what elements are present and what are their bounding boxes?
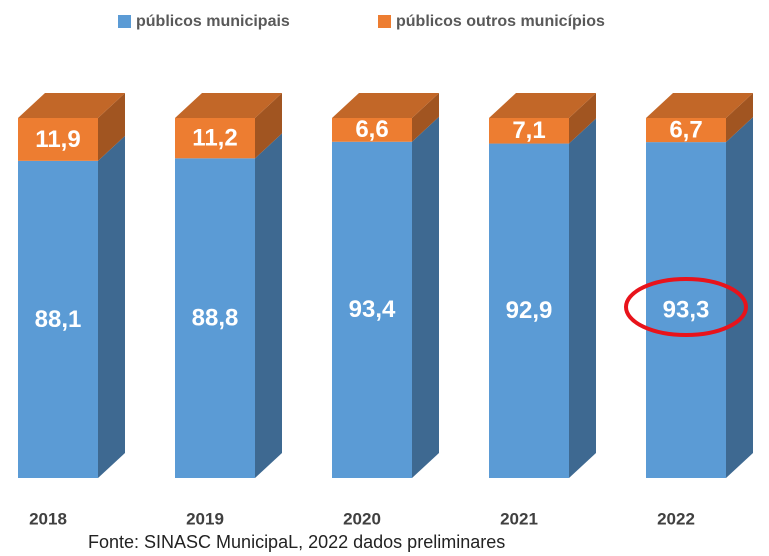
highlight-ellipse [624,277,748,337]
legend-swatch [378,15,391,28]
x-tick-label: 2020 [343,509,381,528]
bar-side [726,93,753,143]
bar-segment [175,158,255,478]
bar-segment [489,143,569,478]
bar-top [18,93,125,118]
bar-side [98,93,125,161]
bar-segment [332,118,412,142]
value-label: 92,9 [506,297,553,324]
bar-top [646,93,753,118]
bar-side [569,93,596,144]
legend-label: públicos municipais [136,13,290,30]
value-label: 93,4 [349,296,396,323]
value-label: 11,2 [192,125,237,152]
bar-side [726,117,753,479]
bar-top [332,93,439,118]
value-label: 7,1 [512,117,545,144]
source-note: Fonte: SINASC MunicipaL, 2022 dados prel… [88,532,505,552]
bar-segment [18,160,98,478]
bar-segment [489,118,569,144]
value-label: 6,7 [669,116,702,143]
bar-segment [646,142,726,478]
bar-top [489,93,596,118]
bar-top [175,93,282,118]
x-tick-label: 2018 [29,509,67,528]
bar-segment [18,118,98,161]
bar-side [98,135,125,478]
bar-side [569,118,596,478]
x-tick-label: 2022 [657,509,695,528]
bar-segment [646,118,726,143]
bar-segment [175,118,255,159]
x-tick-label: 2021 [500,509,538,528]
bar-segment [332,141,412,478]
bar-side [412,93,439,142]
value-label: 6,6 [355,116,388,143]
legend-swatch [118,15,131,28]
value-label: 93,3 [663,296,710,323]
bar-side [412,116,439,478]
bar-side [255,133,282,478]
x-tick-label: 2019 [186,509,224,528]
value-label: 88,1 [35,306,82,333]
bar-side [255,93,282,159]
value-label: 88,8 [192,305,239,332]
value-label: 11,9 [35,126,80,153]
legend-label: públicos outros municípios [396,13,605,30]
